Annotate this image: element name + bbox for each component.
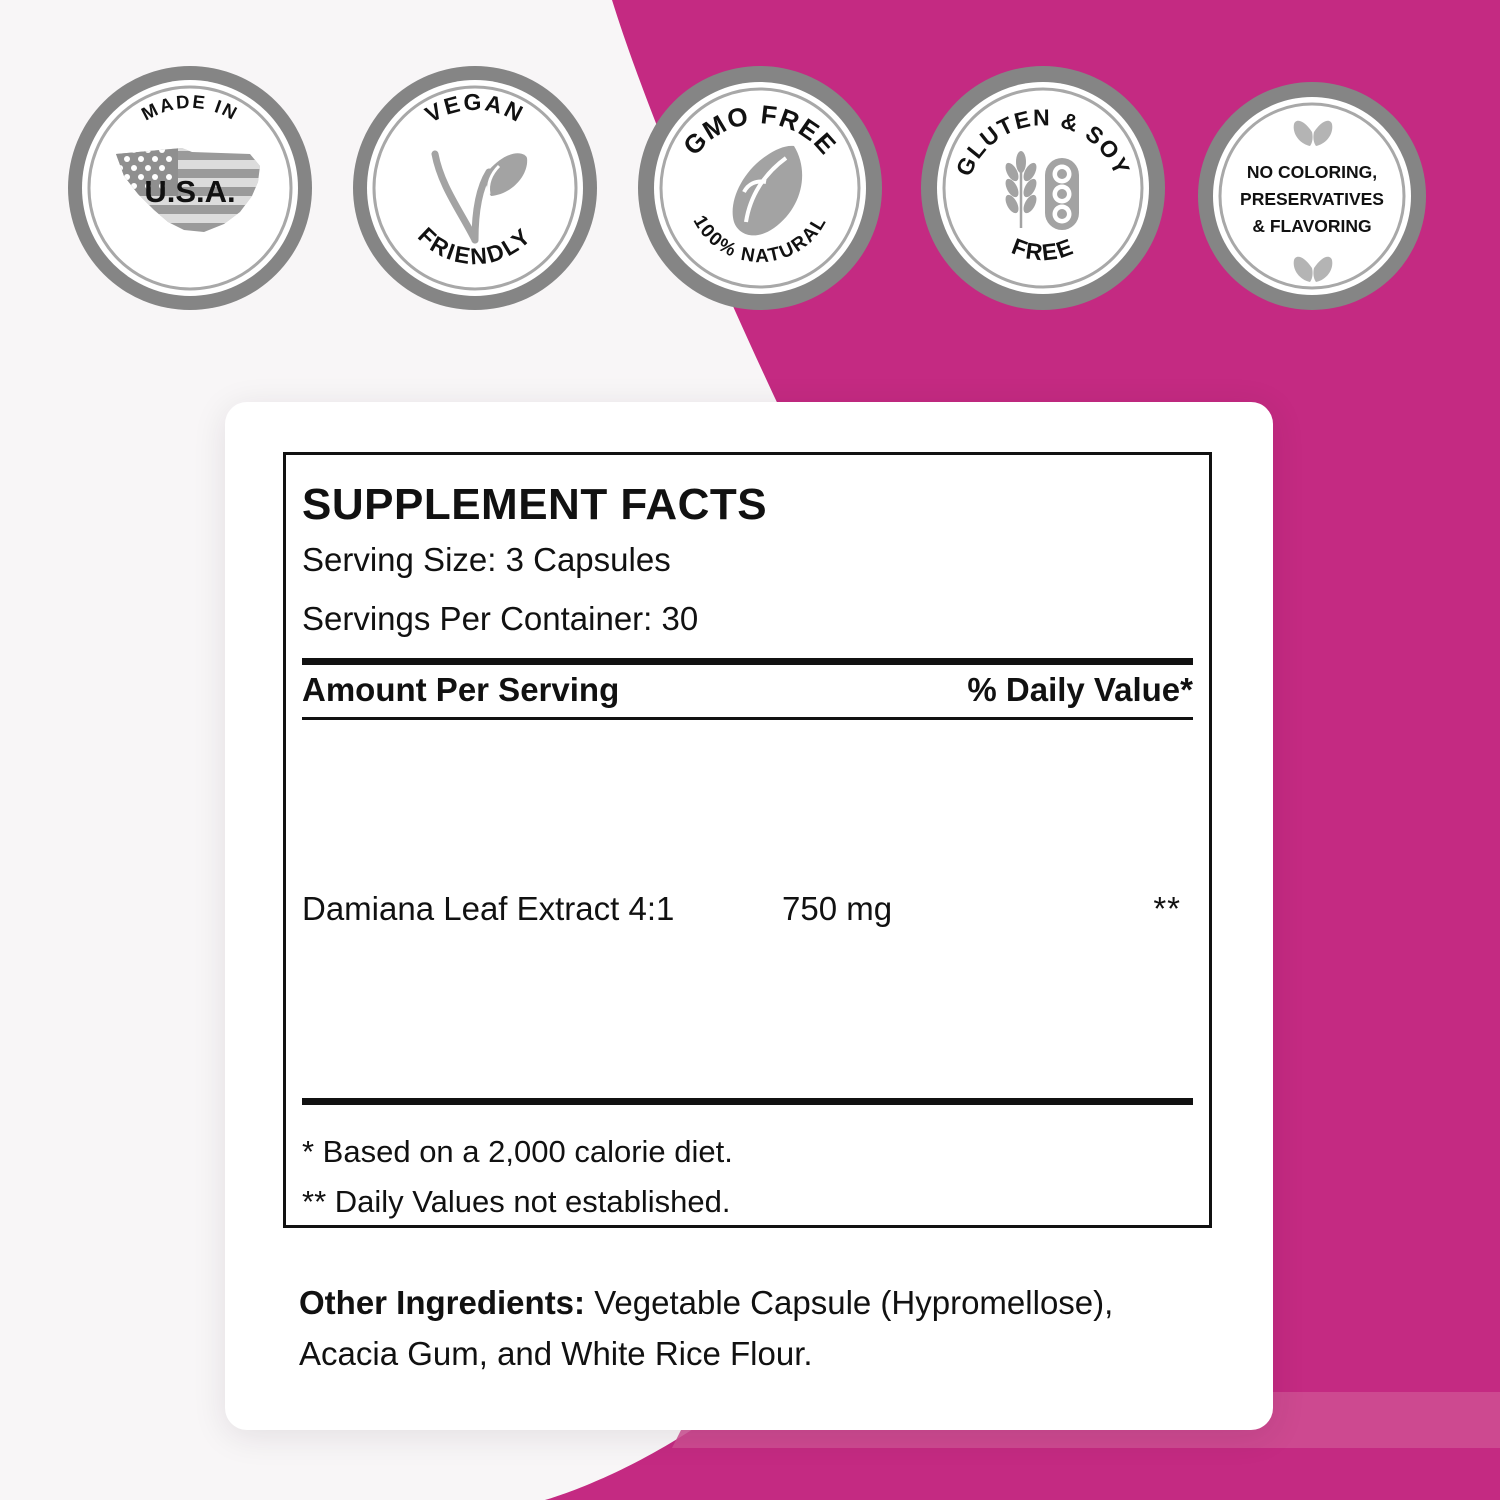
footnote-double-asterisk: ** Daily Values not established. [302, 1184, 731, 1219]
badge-no-coloring-preservatives-flavoring: NO COLORING, PRESERVATIVES & FLAVORING [1196, 80, 1428, 312]
ingredient-name: Damiana Leaf Extract 4:1 [302, 889, 675, 927]
ingredient-amount: 750 mg [782, 889, 893, 927]
leaf-pair-icon-bottom [1293, 256, 1333, 282]
soybean-pod-icon [1045, 158, 1079, 230]
badge-line-2: PRESERVATIVES [1240, 189, 1384, 209]
leaf-pair-icon-top [1293, 120, 1333, 146]
footnote-single-asterisk: * Based on a 2,000 calorie diet. [302, 1133, 733, 1169]
serving-size-text: Serving Size: 3 Capsules [302, 541, 671, 579]
ingredient-rows: Damiana Leaf Extract 4:1 750 mg ** [302, 720, 1193, 1098]
wheat-stalk-icon [1005, 151, 1037, 228]
badge-made-in-usa: MADE IN U.S.A. [64, 62, 316, 314]
divider-heavy-bottom [302, 1097, 1193, 1105]
other-ingredients-value: Vegetable Capsule (Hypromellose), Acacia… [299, 1284, 1114, 1373]
divider-heavy-top [302, 657, 1193, 665]
ingredient-daily-value: ** [1153, 889, 1181, 927]
supplement-facts-box: SUPPLEMENT FACTS Serving Size: 3 Capsule… [283, 452, 1212, 1228]
page-title: SUPPLEMENT FACTS [302, 480, 768, 529]
certification-badges: MADE IN U.S.A. [0, 62, 1500, 352]
footnotes: * Based on a 2,000 calorie diet. ** Dail… [302, 1105, 1193, 1227]
facts-table-header: Amount Per Serving % Daily Value* [302, 665, 1193, 717]
badge-line-3: & FLAVORING [1252, 216, 1371, 236]
other-ingredients-label: Other Ingredients: [299, 1284, 586, 1321]
column-header-daily-value: % Daily Value* [967, 670, 1193, 708]
servings-per-container-text: Servings Per Container: 30 [302, 599, 699, 637]
badge-vegan-friendly: VEGAN FRIENDLY [349, 62, 601, 314]
badge-gmo-free: GMO FREE 100% NATURAL [634, 62, 886, 314]
leaf-icon [732, 145, 803, 236]
vegan-sprout-icon [431, 150, 493, 244]
badge-center-label: U.S.A. [144, 174, 235, 209]
badge-line-1: NO COLORING, [1247, 162, 1377, 182]
supplement-facts-card: SUPPLEMENT FACTS Serving Size: 3 Capsule… [225, 402, 1273, 1430]
divider-thin-under-header [302, 716, 1193, 720]
table-row: Damiana Leaf Extract 4:1 750 mg ** [302, 890, 1193, 928]
other-ingredients: Other Ingredients: Vegetable Capsule (Hy… [299, 1277, 1199, 1379]
column-header-amount: Amount Per Serving [302, 670, 620, 708]
vegan-leaf-icon [486, 153, 528, 196]
badge-gluten-and-soy-free: GLUTEN & SOY FREE [917, 62, 1169, 314]
